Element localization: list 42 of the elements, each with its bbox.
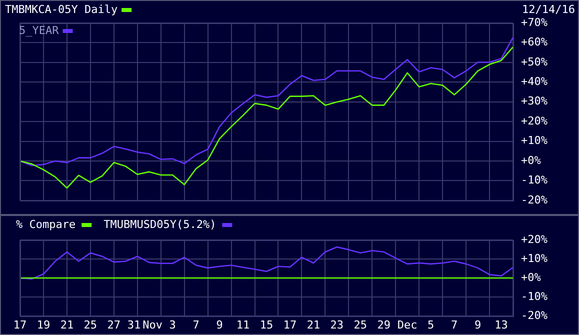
y-tick-label: +40%	[521, 74, 548, 88]
x-tick-label: 21	[60, 318, 74, 332]
text: 12/14/16	[522, 2, 575, 16]
x-tick-label: 23	[330, 318, 344, 332]
y-tick-label: +10%	[521, 252, 548, 265]
x-tick-label: Dec	[397, 318, 418, 332]
y-tick-label: -10%	[521, 290, 548, 303]
y-tick-label: +0%	[521, 270, 542, 284]
y-tick-label: +10%	[521, 134, 548, 148]
y-tick-label: +20%	[521, 114, 548, 128]
y-tick-label: -20%	[521, 193, 548, 206]
legend-label: % Compare	[16, 218, 76, 231]
x-tick-label: 9	[216, 318, 223, 332]
y-tick-label: +60%	[521, 36, 548, 49]
y-tick-label: -20%	[521, 308, 548, 322]
x-tick-label: 13	[494, 318, 508, 332]
x-tick-label: 17	[283, 318, 297, 332]
x-tick-label: 19	[36, 318, 50, 332]
x-tick-label: 7	[192, 318, 200, 332]
legend-label: TMBMKCA-05Y Daily	[5, 2, 118, 16]
x-tick-label: 29	[377, 318, 391, 332]
y-tick-label: +30%	[521, 94, 548, 108]
x-tick-label: 31	[127, 318, 141, 332]
y-tick-label: +20%	[521, 232, 548, 246]
x-tick-label: 9	[474, 318, 482, 332]
y-tick-label: -10%	[521, 174, 548, 187]
y-tick-label: +50%	[521, 55, 548, 68]
x-tick-label: 25	[84, 318, 98, 332]
x-tick-label: 7	[450, 318, 458, 332]
y-tick-label: +0%	[521, 154, 542, 167]
x-tick-label: 3	[169, 318, 176, 332]
x-tick-label: Nov	[142, 318, 163, 332]
x-tick-label: 5	[428, 318, 434, 332]
x-tick-label: 17	[13, 318, 27, 332]
x-tick-label: 11	[236, 318, 250, 332]
legend-label: TMUBMUSD05Y(5.2%)	[104, 218, 216, 231]
x-tick-label: 21	[306, 318, 320, 332]
x-tick-label: 15	[260, 318, 274, 332]
y-tick-label: +70%	[521, 16, 548, 29]
legend-label: 5_YEAR	[19, 24, 60, 37]
x-tick-label: 27	[107, 318, 121, 332]
x-tick-label: 25	[354, 318, 368, 332]
